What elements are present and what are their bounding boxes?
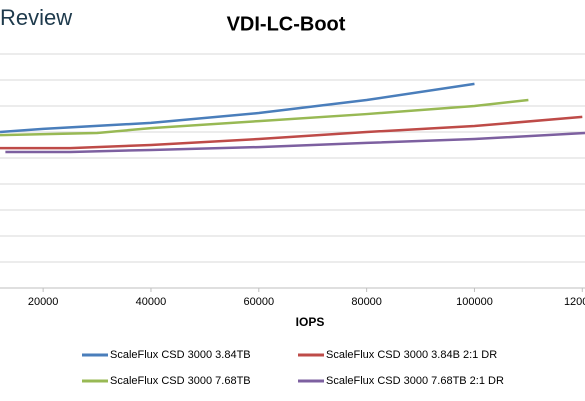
x-tick-label: 20000 (28, 296, 59, 308)
x-tick-label: 80000 (351, 296, 382, 308)
x-tick-label: 100000 (456, 296, 493, 308)
series-line (5, 131, 585, 154)
legend-label: ScaleFlux CSD 3000 3.84TB (110, 349, 251, 361)
legend-label: ScaleFlux CSD 3000 3.84B 2:1 DR (326, 349, 497, 361)
chart-title: VDI-LC-Boot (227, 13, 346, 35)
x-tick-label: 60000 (244, 296, 275, 308)
series-line (0, 115, 583, 150)
legend-label: ScaleFlux CSD 3000 7.68TB 2:1 DR (326, 375, 504, 387)
x-tick-label: 120000 (564, 296, 585, 308)
x-tick-label: 40000 (136, 296, 167, 308)
legend-label: ScaleFlux CSD 3000 7.68TB (110, 375, 251, 387)
x-axis-label: IOPS (296, 315, 325, 329)
series-line (0, 98, 529, 137)
series-line (0, 82, 475, 134)
brand: Review (0, 5, 72, 30)
